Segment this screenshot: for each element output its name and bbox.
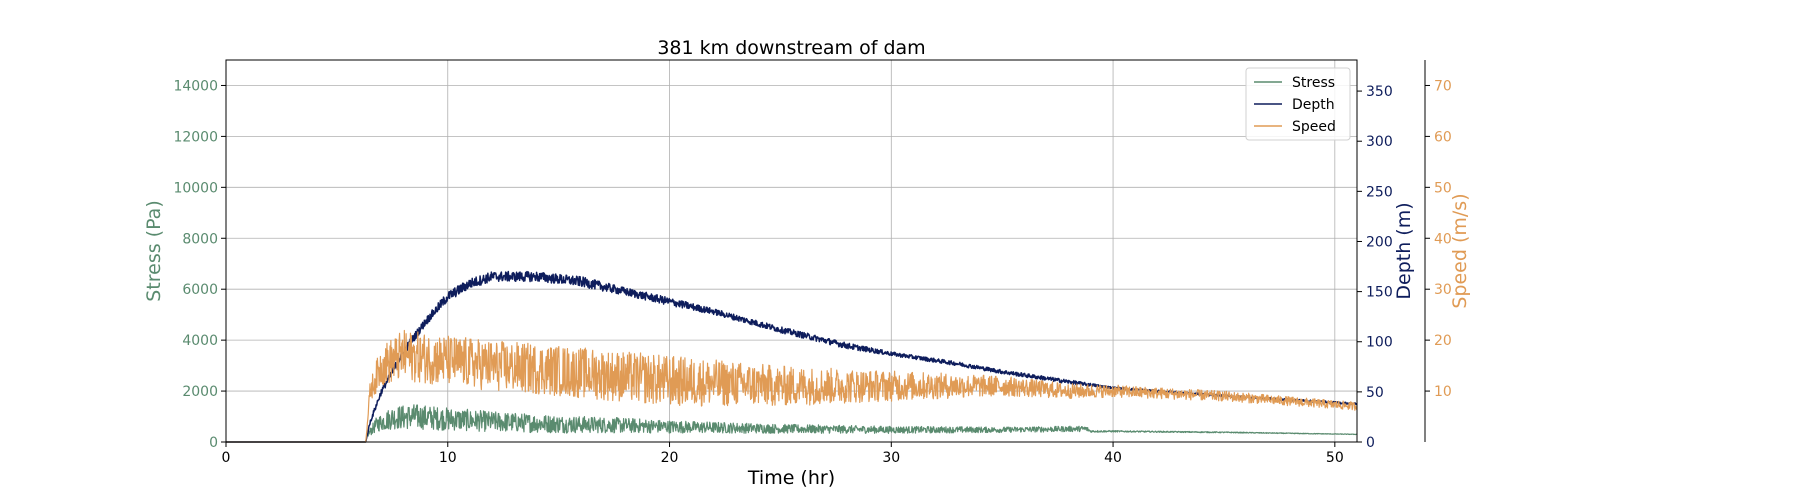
legend-label: Stress	[1292, 75, 1335, 91]
x-axis-label: Time (hr)	[747, 467, 835, 489]
legend-label: Speed	[1292, 119, 1336, 135]
legend-label: Depth	[1292, 97, 1335, 113]
stress-tick-label: 4000	[182, 333, 218, 349]
x-tick-label: 20	[661, 450, 679, 466]
plot-frame	[225, 59, 1358, 443]
x-tick-label: 40	[1104, 450, 1122, 466]
depth-tick-label: 100	[1366, 335, 1393, 351]
depth-tick-label: 350	[1366, 84, 1393, 100]
stress-axis-label: Stress (Pa)	[143, 200, 165, 302]
stress-tick-label: 14000	[173, 78, 218, 94]
speed-tick-label: 30	[1434, 282, 1452, 298]
stress-tick-label: 2000	[182, 384, 218, 400]
stress-tick-label: 10000	[173, 180, 218, 196]
speed-tick-label: 10	[1434, 384, 1452, 400]
legend-box	[1245, 67, 1351, 141]
x-tick-label: 0	[222, 450, 231, 466]
stress-tick-label: 0	[209, 435, 218, 451]
speed-tick-label: 70	[1434, 78, 1452, 94]
series-lines	[225, 270, 1358, 443]
stress-tick-label: 8000	[182, 231, 218, 247]
x-tick-label: 50	[1326, 450, 1344, 466]
depth-tick-label: 200	[1366, 234, 1393, 250]
axes: 0 10 20 30 40 5002000400060008000100001200014…	[173, 60, 1452, 466]
legend: Stress Depth Speed	[1245, 67, 1351, 141]
speed-tick-label: 20	[1434, 333, 1452, 349]
series-line-depth	[225, 270, 1358, 443]
series-line-speed	[225, 329, 1358, 443]
chart-title: 381 km downstream of dam	[657, 37, 925, 59]
depth-tick-label: 250	[1366, 184, 1393, 200]
depth-tick-label: 150	[1366, 285, 1393, 301]
stress-tick-label: 6000	[182, 282, 218, 298]
x-tick-label: 10	[439, 450, 457, 466]
speed-axis-label: Speed (m/s)	[1449, 193, 1471, 308]
depth-tick-label: 300	[1366, 134, 1393, 150]
depth-axis-label: Depth (m)	[1393, 202, 1415, 299]
depth-tick-label: 50	[1366, 385, 1384, 401]
speed-tick-label: 40	[1434, 231, 1452, 247]
speed-tick-label: 60	[1434, 129, 1452, 145]
stress-tick-label: 12000	[173, 129, 218, 145]
series-line-stress	[225, 404, 1358, 443]
x-tick-label: 30	[882, 450, 900, 466]
depth-tick-label: 0	[1366, 435, 1375, 451]
speed-tick-label: 50	[1434, 180, 1452, 196]
